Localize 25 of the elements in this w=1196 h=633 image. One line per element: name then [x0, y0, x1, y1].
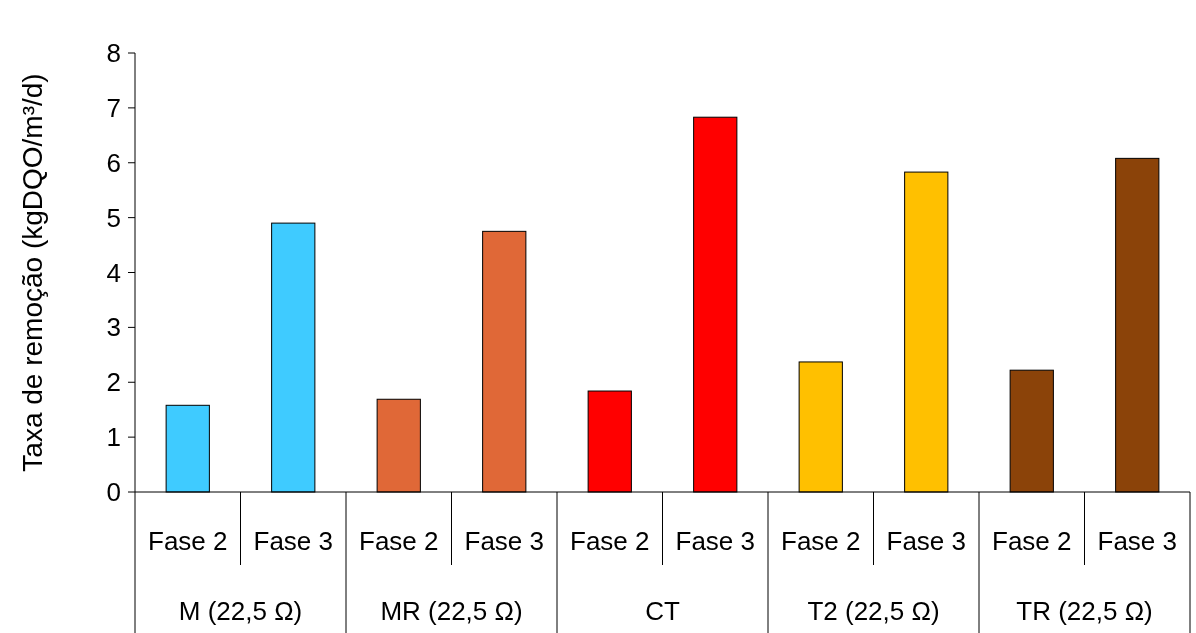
x-tick-label: Fase 3: [1097, 526, 1177, 557]
y-tick-label: 3: [106, 312, 121, 343]
text: MR (22,5 Ω): [380, 596, 523, 627]
x-tick-label: Fase 3: [464, 526, 544, 557]
y-tick-label: 2: [106, 367, 121, 398]
x-tick-label: Fase 2: [148, 526, 228, 557]
y-tick-label: 4: [106, 257, 121, 288]
y-tick-label: 5: [106, 202, 121, 233]
x-tick-label: Fase 2: [570, 526, 650, 557]
x-tick-label: Fase 2: [781, 526, 861, 557]
y-tick-label: 0: [106, 477, 121, 508]
x-tick-label: Fase 3: [886, 526, 966, 557]
y-axis-title: Taxa de remoção (kgDQO/m³/d): [17, 73, 48, 472]
x-tick-label: Fase 2: [992, 526, 1072, 557]
y-tick-label: 8: [106, 38, 121, 69]
x-tick-label: Fase 3: [675, 526, 755, 557]
text: T2 (22,5 Ω): [807, 596, 940, 627]
y-tick-label: 7: [106, 92, 121, 123]
text: CT: [645, 596, 680, 627]
x-tick-label: Fase 3: [253, 526, 333, 557]
text: TR (22,5 Ω): [1016, 596, 1153, 627]
text: M (22,5 Ω): [178, 596, 303, 627]
x-tick-label: Fase 2: [359, 526, 439, 557]
y-tick-label: 1: [106, 422, 121, 453]
y-tick-label: 6: [106, 147, 121, 178]
